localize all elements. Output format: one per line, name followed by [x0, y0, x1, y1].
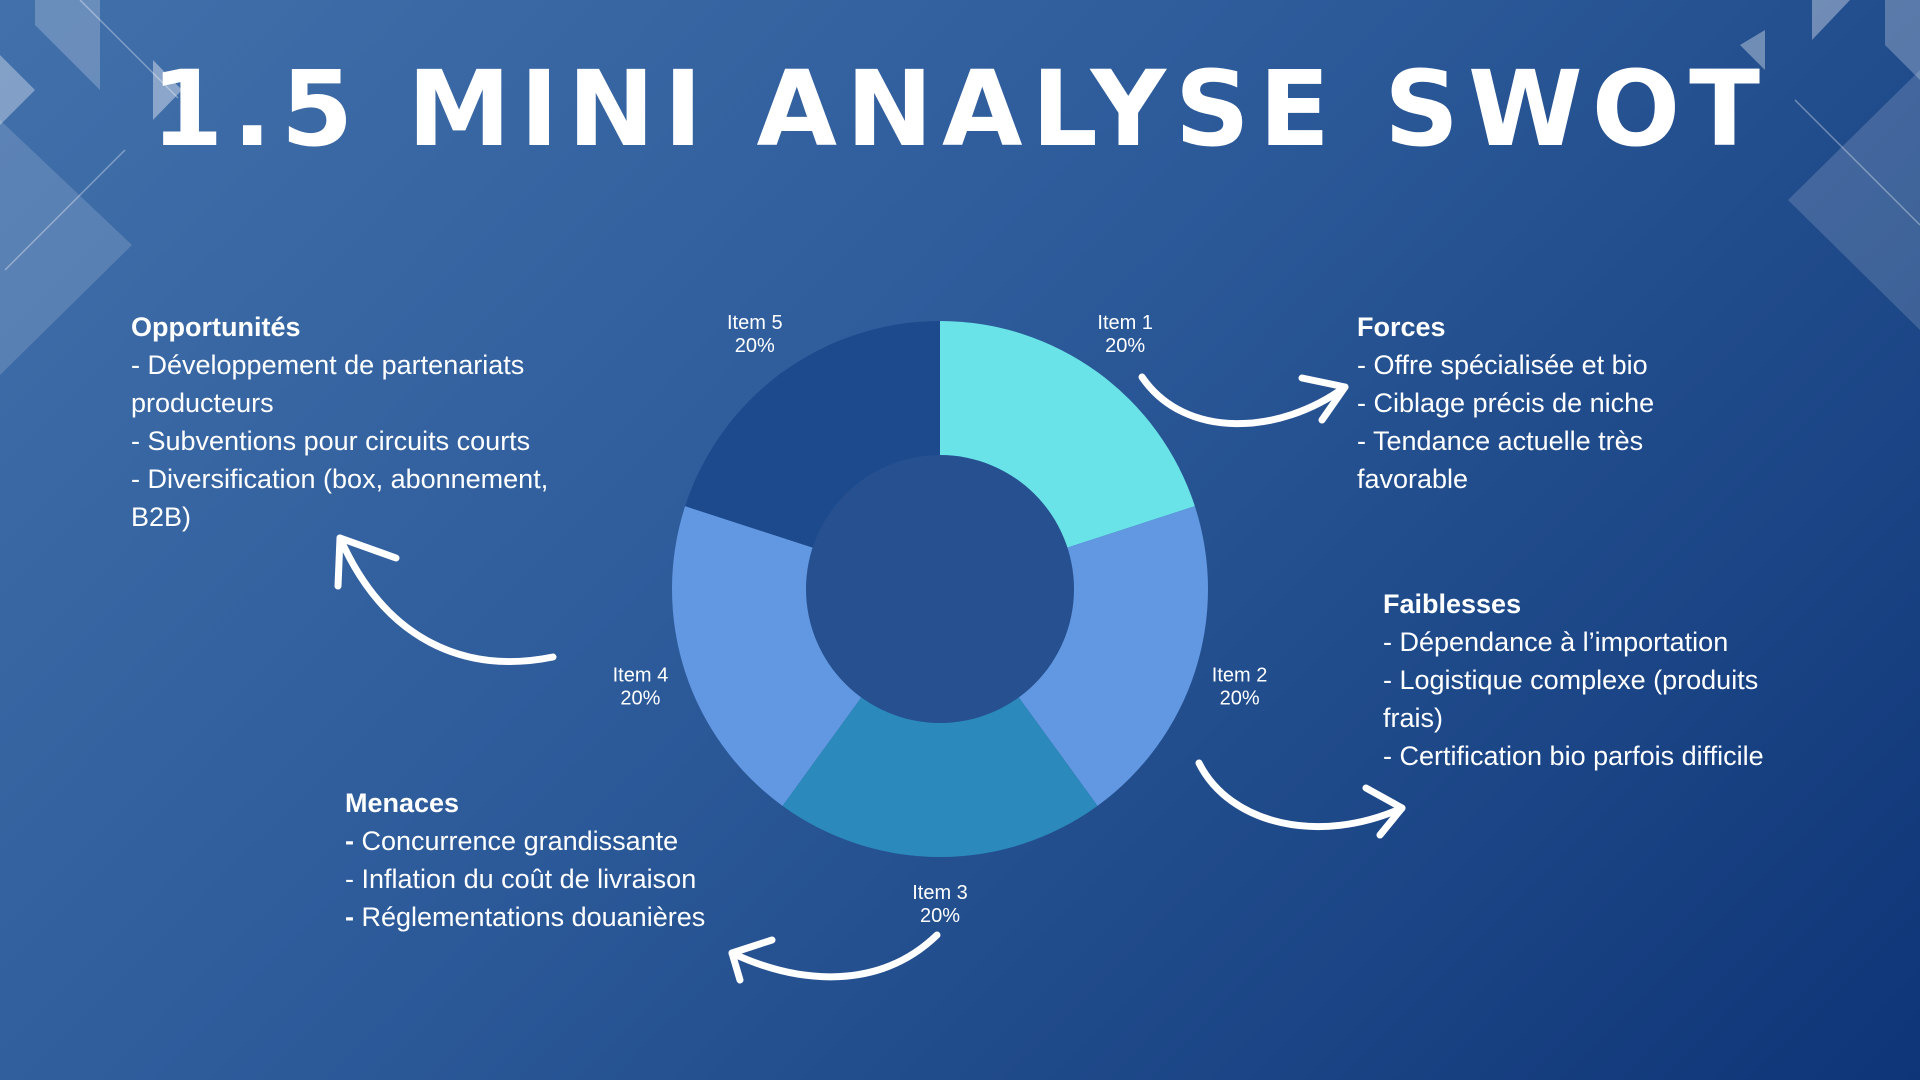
slice-value-label: 20% — [735, 335, 775, 357]
deco-shape — [0, 120, 132, 375]
arrow-to-menaces — [728, 931, 941, 984]
faiblesses-block: Faiblesses - Dépendance à l’importation … — [1383, 585, 1803, 775]
donut-hole — [806, 455, 1074, 723]
donut-slice — [782, 589, 1098, 858]
deco-line — [4, 149, 126, 271]
deco-shape — [1740, 30, 1765, 70]
deco-shape — [0, 55, 35, 125]
slice-value-label: 20% — [920, 905, 960, 927]
slice-category-label: Item 5 — [727, 312, 783, 334]
opportunites-heading: Opportunités — [131, 312, 301, 342]
menaces-heading: Menaces — [345, 788, 460, 818]
faiblesses-heading: Faiblesses — [1383, 589, 1522, 619]
forces-item: - Offre spécialisée et bio — [1357, 350, 1648, 380]
slice-value-label: 20% — [1105, 335, 1145, 357]
opportunites-block: Opportunités - Développement de partenar… — [131, 308, 581, 536]
deco-shape — [153, 60, 182, 120]
menaces-item: - Inflation du coût de livraison — [345, 864, 697, 894]
slice-labels: Item 120%Item 220%Item 320%Item 420%Item… — [613, 312, 1268, 927]
menaces-item: - Concurrence grandissante — [345, 826, 679, 856]
deco-line — [79, 0, 179, 99]
faiblesses-item: - Logistique complexe (produits frais) — [1383, 665, 1759, 733]
forces-heading: Forces — [1357, 312, 1446, 342]
deco-shape — [35, 0, 100, 90]
deco-shape — [1788, 70, 1920, 330]
slice-category-label: Item 2 — [1212, 664, 1268, 686]
arrow-to-forces — [1138, 373, 1349, 428]
deco-shape — [1885, 0, 1920, 80]
forces-item: - Ciblage précis de niche — [1357, 388, 1655, 418]
slice-category-label: Item 4 — [613, 664, 669, 686]
faiblesses-item: - Certification bio parfois difficile — [1383, 741, 1764, 771]
opportunites-item: - Diversification (box, abonnement, B2B) — [131, 464, 549, 532]
opportunites-item: - Développement de partenariats producte… — [131, 350, 525, 418]
deco-shape — [1812, 0, 1850, 40]
slice-value-label: 20% — [620, 687, 660, 709]
arrow-to-faiblesses — [1195, 759, 1406, 839]
arrow-to-opportunites — [334, 534, 557, 665]
faiblesses-item: - Dépendance à l’importation — [1383, 627, 1729, 657]
slice-category-label: Item 3 — [912, 882, 968, 904]
slice-category-label: Item 1 — [1097, 312, 1153, 334]
slice-value-label: 20% — [1220, 687, 1260, 709]
deco-line — [1794, 99, 1920, 226]
page-title: 1.5 MINI ANALYSE SWOT — [150, 48, 1770, 170]
menaces-item: - Réglementations douanières — [345, 902, 706, 932]
forces-item: - Tendance actuelle très favorable — [1357, 426, 1644, 494]
opportunites-item: - Subventions pour circuits courts — [131, 426, 531, 456]
forces-block: Forces - Offre spécialisée et bio - Cibl… — [1357, 308, 1697, 498]
menaces-block: Menaces - Concurrence grandissante - Inf… — [345, 784, 765, 936]
